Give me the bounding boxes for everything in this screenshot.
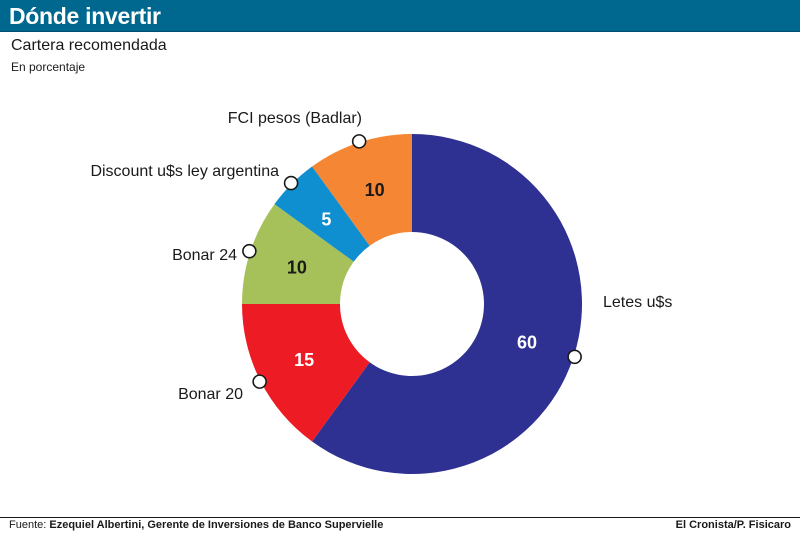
slice-discount-u-s-ley-argentina xyxy=(274,166,370,262)
slice-letes-u-s xyxy=(312,134,582,475)
callout-marker xyxy=(283,175,299,191)
slice-value-label: 15 xyxy=(294,350,314,370)
slice-name-label: Bonar 20 xyxy=(178,386,243,403)
header-bar: Dónde invertir xyxy=(0,0,800,32)
slice-name-label: Letes u$s xyxy=(603,294,672,311)
footer: Fuente: Ezequiel Albertini, Gerente de I… xyxy=(0,519,800,534)
callout-marker xyxy=(252,374,267,389)
chart-subtitle: Cartera recomendada xyxy=(11,37,167,54)
source-note: Fuente: Ezequiel Albertini, Gerente de I… xyxy=(9,519,383,531)
source-prefix: Fuente: xyxy=(9,519,47,531)
slice-bonar-24 xyxy=(242,204,354,304)
source-text: Ezequiel Albertini, Gerente de Inversion… xyxy=(49,519,384,531)
slice-name-label: Discount u$s ley argentina xyxy=(90,163,279,180)
chart-title: Dónde invertir xyxy=(9,3,161,29)
slice-value-label: 5 xyxy=(321,209,331,229)
slice-value-label: 10 xyxy=(287,258,307,278)
slice-name-label: FCI pesos (Badlar) xyxy=(228,110,362,127)
credit: El Cronista/P. Fisicaro xyxy=(675,519,791,531)
callout-marker xyxy=(351,134,367,149)
slice-name-label: Bonar 24 xyxy=(172,247,237,264)
units-label: En porcentaje xyxy=(11,60,86,74)
donut-chart: 60 Letes u$s 15 Bonar 20 10 Bonar 24 5 Discount… xyxy=(90,110,672,475)
slice-value-label: 10 xyxy=(365,180,385,200)
callout-marker xyxy=(567,349,582,365)
footer-divider xyxy=(0,517,800,518)
slice-fci-pesos-badlar- xyxy=(312,134,412,246)
callout-marker xyxy=(242,243,257,259)
slice-bonar-20 xyxy=(242,304,370,442)
slice-value-label: 60 xyxy=(517,332,537,352)
